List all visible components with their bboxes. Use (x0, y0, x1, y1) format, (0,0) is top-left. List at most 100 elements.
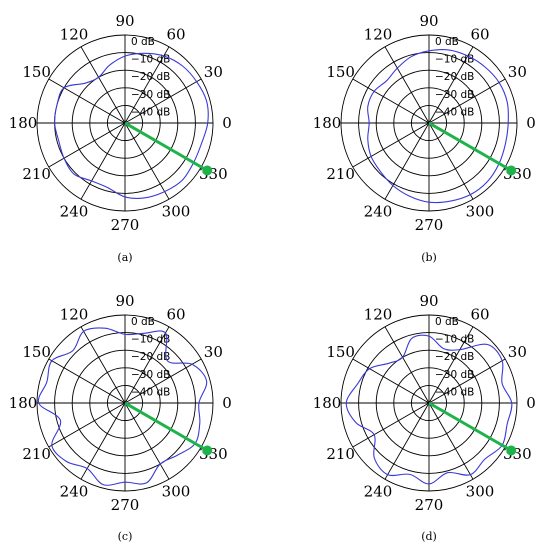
radial-label-0: 0 dB (131, 316, 155, 328)
angle-label-300: 300 (466, 482, 495, 500)
angle-label-90: 90 (115, 12, 134, 30)
angle-label-0: 0 (526, 114, 536, 132)
angle-label-180: 180 (9, 114, 38, 132)
angle-label-270: 270 (415, 216, 444, 234)
spoke-60 (124, 326, 170, 404)
radial-label-3: −30 dB (435, 369, 474, 381)
radial-label-1: −10 dB (131, 334, 170, 346)
spoke-210 (352, 402, 430, 448)
angle-label-210: 210 (326, 165, 355, 183)
radial-label-0: 0 dB (435, 316, 459, 328)
angle-label-300: 300 (162, 482, 191, 500)
spoke-150 (48, 358, 126, 404)
spoke-120 (384, 46, 430, 124)
chart-caption: (d) (421, 530, 437, 543)
angle-label-270: 270 (415, 496, 444, 514)
radial-label-4: −40 dB (131, 106, 170, 118)
spoke-210 (48, 402, 126, 448)
pattern-trace (345, 334, 513, 485)
spoke-120 (384, 326, 430, 404)
radial-label-2: −20 dB (435, 71, 474, 83)
angle-label-150: 150 (22, 343, 51, 361)
radial-label-2: −20 dB (131, 71, 170, 83)
spoke-150 (48, 78, 126, 124)
radial-label-3: −30 dB (131, 369, 170, 381)
angle-label-60: 60 (470, 26, 489, 44)
angle-label-150: 150 (326, 343, 355, 361)
beam-direction-dot (202, 165, 213, 176)
radial-label-1: −10 dB (131, 54, 170, 66)
beam-direction-line (428, 121, 513, 172)
spoke-300 (124, 122, 170, 200)
radial-label-4: −40 dB (131, 386, 170, 398)
spoke-120 (80, 326, 126, 404)
spoke-60 (428, 46, 474, 124)
angle-label-0: 0 (222, 114, 232, 132)
spoke-300 (428, 122, 474, 200)
angle-label-270: 270 (111, 216, 140, 234)
angle-label-180: 180 (9, 394, 38, 412)
chart-caption: (a) (117, 251, 132, 264)
spoke-240 (80, 402, 126, 480)
angle-label-0: 0 (222, 394, 232, 412)
angle-label-30: 30 (204, 63, 223, 81)
radial-label-0: 0 dB (131, 36, 155, 48)
beam-direction-dot (506, 165, 517, 176)
angle-label-120: 120 (364, 26, 393, 44)
angle-label-150: 150 (326, 63, 355, 81)
angle-label-300: 300 (162, 202, 191, 220)
beam-direction-dot (202, 445, 213, 456)
spoke-240 (80, 122, 126, 200)
angle-label-90: 90 (115, 292, 134, 310)
beam-direction-dot (506, 445, 517, 456)
angle-label-270: 270 (111, 496, 140, 514)
spoke-150 (352, 78, 430, 124)
spoke-60 (428, 326, 474, 404)
angle-label-30: 30 (204, 343, 223, 361)
radial-label-1: −10 dB (435, 54, 474, 66)
pattern-trace (37, 327, 208, 486)
pattern-trace (367, 48, 509, 204)
angle-label-210: 210 (22, 165, 51, 183)
radial-label-3: −30 dB (131, 89, 170, 101)
angle-label-180: 180 (313, 394, 342, 412)
spoke-240 (384, 122, 430, 200)
angle-label-210: 210 (326, 445, 355, 463)
spoke-210 (48, 122, 126, 168)
spoke-30 (124, 358, 202, 404)
spoke-30 (124, 78, 202, 124)
angle-label-120: 120 (60, 306, 89, 324)
angle-label-240: 240 (364, 202, 393, 220)
chart-caption: (c) (118, 530, 133, 543)
radial-label-4: −40 dB (435, 386, 474, 398)
radial-label-2: −20 dB (131, 351, 170, 363)
angle-label-240: 240 (60, 482, 89, 500)
angle-label-60: 60 (470, 306, 489, 324)
angle-label-240: 240 (60, 202, 89, 220)
angle-label-0: 0 (526, 394, 536, 412)
radial-label-3: −30 dB (435, 89, 474, 101)
angle-label-120: 120 (364, 306, 393, 324)
spoke-150 (352, 358, 430, 404)
angle-label-210: 210 (22, 445, 51, 463)
spoke-240 (384, 402, 430, 480)
radial-label-1: −10 dB (435, 334, 474, 346)
angle-label-300: 300 (466, 202, 495, 220)
angle-label-60: 60 (166, 306, 185, 324)
spoke-210 (352, 122, 430, 168)
pattern-trace (54, 52, 209, 199)
angle-label-30: 30 (508, 343, 527, 361)
spoke-30 (428, 358, 506, 404)
angle-label-90: 90 (419, 292, 438, 310)
beam-direction-line (428, 401, 513, 452)
spoke-60 (124, 46, 170, 124)
spoke-30 (428, 78, 506, 124)
angle-label-180: 180 (313, 114, 342, 132)
radial-label-0: 0 dB (435, 36, 459, 48)
angle-label-150: 150 (22, 63, 51, 81)
